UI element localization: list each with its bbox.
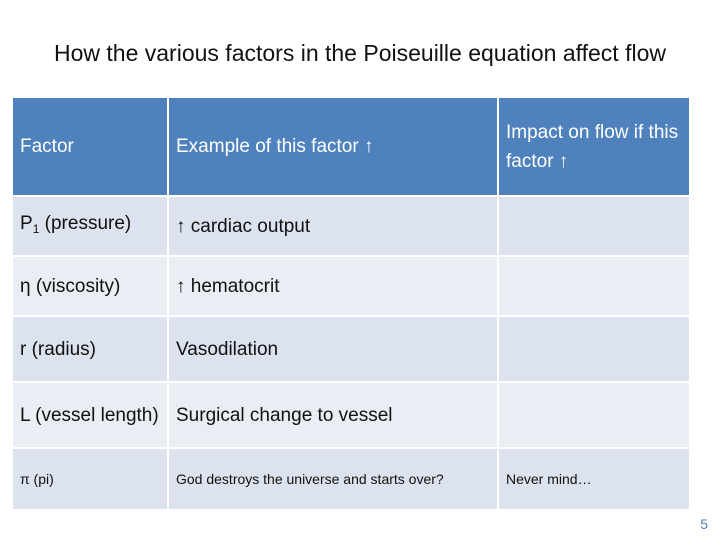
factor-cell: η (viscosity): [11, 255, 169, 317]
example-cell: ↑ cardiac output: [167, 195, 499, 257]
header-impact: Impact on flow if this factor ↑: [497, 96, 691, 197]
header-factor: Factor: [11, 96, 169, 197]
example-cell: ↑ hematocrit: [167, 255, 499, 317]
table-row: π (pi) God destroys the universe and sta…: [11, 447, 691, 511]
factor-cell: P1 (pressure): [11, 195, 169, 257]
example-cell: Vasodilation: [167, 315, 499, 383]
impact-cell: [497, 195, 691, 257]
impact-cell: [497, 255, 691, 317]
impact-cell: [497, 315, 691, 383]
table-header-row: Factor Example of this factor ↑ Impact o…: [11, 96, 691, 197]
table-row: r (radius) Vasodilation: [11, 315, 691, 383]
factor-description: (pressure): [39, 212, 132, 234]
example-cell: Surgical change to vessel: [167, 381, 499, 449]
factor-symbol: P: [20, 212, 33, 234]
factor-cell: r (radius): [11, 315, 169, 383]
table-row: L (vessel length) Surgical change to ves…: [11, 381, 691, 449]
impact-cell: [497, 381, 691, 449]
slide-title: How the various factors in the Poiseuill…: [54, 40, 666, 66]
header-example: Example of this factor ↑: [167, 96, 499, 197]
factor-subscript: 1: [32, 221, 40, 236]
table-row: P1 (pressure) ↑ cardiac output: [11, 195, 691, 257]
poiseuille-table: Factor Example of this factor ↑ Impact o…: [11, 96, 691, 511]
impact-cell: Never mind…: [497, 447, 691, 511]
example-cell: God destroys the universe and starts ove…: [167, 447, 499, 511]
factor-cell: L (vessel length): [11, 381, 169, 449]
factor-cell: π (pi): [11, 447, 169, 511]
table-row: η (viscosity) ↑ hematocrit: [11, 255, 691, 317]
page-number: 5: [700, 516, 708, 532]
